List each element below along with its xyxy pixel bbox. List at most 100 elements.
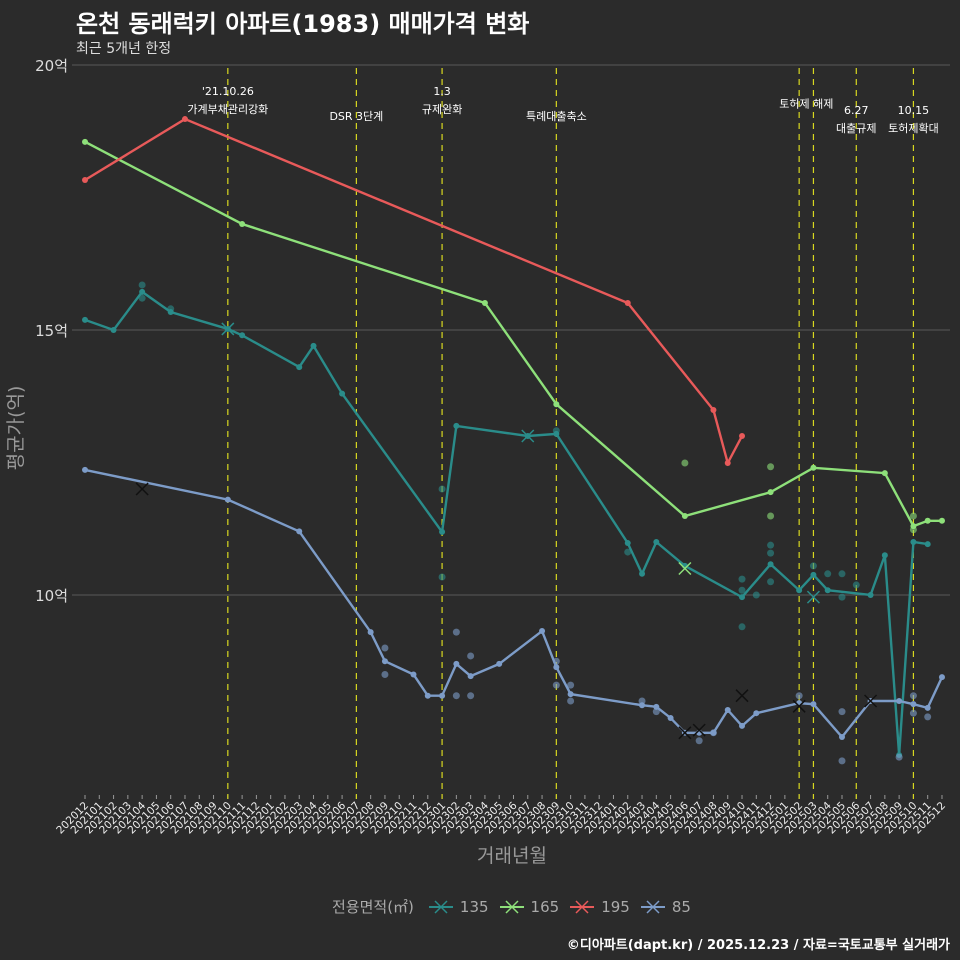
scatter-point-135 — [624, 548, 632, 556]
data-point-85 — [453, 660, 460, 667]
scatter-point-135 — [809, 562, 817, 570]
scatter-point-85 — [909, 709, 917, 717]
event-annotation: DSR 3단계 — [329, 110, 383, 123]
scatter-point-135 — [138, 294, 146, 302]
scatter-point-85 — [452, 628, 460, 636]
data-point-135 — [82, 316, 88, 323]
data-point-135 — [310, 342, 317, 349]
data-point-135 — [239, 332, 246, 339]
y-tick-label: 20억 — [35, 57, 68, 75]
data-point-85 — [424, 692, 431, 699]
legend-title: 전용면적(㎡) — [332, 898, 414, 916]
scatter-point-85 — [381, 671, 389, 678]
legend: 전용면적(㎡) 135 165 195 85 — [332, 896, 691, 917]
chart-subtitle: 최근 5개년 한정 — [76, 41, 172, 57]
scatter-point-135 — [138, 281, 146, 289]
data-point-85 — [924, 704, 931, 711]
data-point-195 — [181, 116, 188, 123]
scatter-point-85 — [452, 692, 460, 700]
legend-label: 165 — [530, 897, 560, 916]
legend-label: 85 — [671, 897, 691, 916]
data-point-135 — [624, 540, 631, 547]
data-point-135 — [553, 430, 560, 437]
data-point-165 — [924, 517, 931, 524]
data-point-85 — [753, 710, 760, 717]
data-point-135 — [739, 594, 746, 601]
data-point-195 — [724, 460, 731, 467]
data-point-135 — [653, 539, 660, 545]
data-point-135 — [767, 561, 774, 568]
data-point-165 — [938, 517, 945, 524]
data-point-165 — [767, 489, 774, 496]
data-point-135 — [339, 390, 346, 397]
data-point-85 — [567, 691, 574, 698]
scatter-point-135 — [824, 570, 832, 578]
legend-item-85: 85 — [640, 898, 691, 916]
cross-marker-85 — [735, 689, 749, 703]
event-annotation: 6.27 — [844, 104, 869, 117]
data-point-85 — [724, 707, 731, 714]
scatter-point-135 — [767, 549, 775, 557]
legend-label: 135 — [459, 897, 489, 916]
scatter-point-135 — [738, 623, 746, 631]
scatter-point-135 — [838, 570, 846, 578]
data-point-85 — [896, 698, 903, 704]
event-annotation: 특례대출축소 — [526, 110, 587, 123]
data-point-85 — [710, 729, 717, 736]
data-point-85 — [553, 664, 560, 671]
data-point-135 — [296, 364, 303, 371]
legend-swatch-icon — [570, 899, 595, 914]
cross-marker-85 — [692, 723, 706, 737]
event-annotation: 규제완화 — [422, 103, 462, 116]
data-point-85 — [539, 628, 546, 635]
data-point-85 — [653, 703, 660, 710]
data-point-85 — [224, 496, 231, 503]
series-line-135 — [84, 290, 928, 756]
y-tick-label: 15억 — [35, 322, 68, 340]
scatter-point-165 — [909, 512, 917, 520]
scatter-point-85 — [652, 708, 660, 716]
legend-item-165: 165 — [499, 897, 560, 916]
legend-swatch-icon — [640, 899, 665, 914]
cross-marker-135 — [521, 429, 535, 443]
scatter-point-85 — [695, 737, 703, 745]
scatter-point-85 — [567, 697, 575, 705]
scatter-point-135 — [438, 573, 446, 581]
event-annotation: '21.10.26 — [202, 85, 254, 98]
scatter-point-85 — [924, 713, 932, 721]
data-point-135 — [867, 592, 874, 598]
data-point-85 — [296, 528, 303, 535]
scatter-point-85 — [909, 692, 917, 700]
scatter-point-135 — [438, 485, 446, 493]
event-annotation: 대출규제 — [836, 122, 876, 135]
data-point-135 — [910, 539, 917, 545]
data-point-135 — [139, 288, 146, 295]
y-tick-label: 10억 — [35, 587, 68, 605]
data-point-165 — [239, 221, 246, 227]
data-point-85 — [367, 629, 374, 636]
scatter-point-85 — [638, 697, 646, 705]
data-point-135 — [167, 308, 174, 315]
series-line-195 — [84, 117, 744, 467]
scatter-point-85 — [552, 681, 560, 689]
data-point-85 — [439, 692, 446, 699]
cross-marker-85 — [135, 482, 149, 496]
data-point-135 — [796, 587, 803, 594]
data-point-85 — [467, 673, 474, 680]
scatter-point-85 — [838, 757, 846, 765]
chart-title: 온천 동래럭키 아파트(1983) 매매가격 변화 — [76, 10, 530, 38]
cross-marker-135 — [221, 322, 235, 336]
data-point-165 — [910, 523, 917, 530]
data-point-85 — [410, 671, 417, 678]
data-point-135 — [453, 422, 460, 429]
data-point-165 — [681, 513, 688, 520]
scatter-point-135 — [752, 591, 760, 599]
event-annotation: 1.3 — [433, 85, 451, 98]
data-point-135 — [110, 327, 117, 333]
scatter-point-85 — [381, 644, 389, 652]
data-point-195 — [624, 299, 631, 306]
data-point-135 — [824, 587, 831, 594]
footer-credit: ©디아파트(dapt.kr) / 2025.12.23 / 자료=국토교통부 실… — [566, 938, 950, 953]
legend-item-135: 135 — [428, 898, 489, 916]
